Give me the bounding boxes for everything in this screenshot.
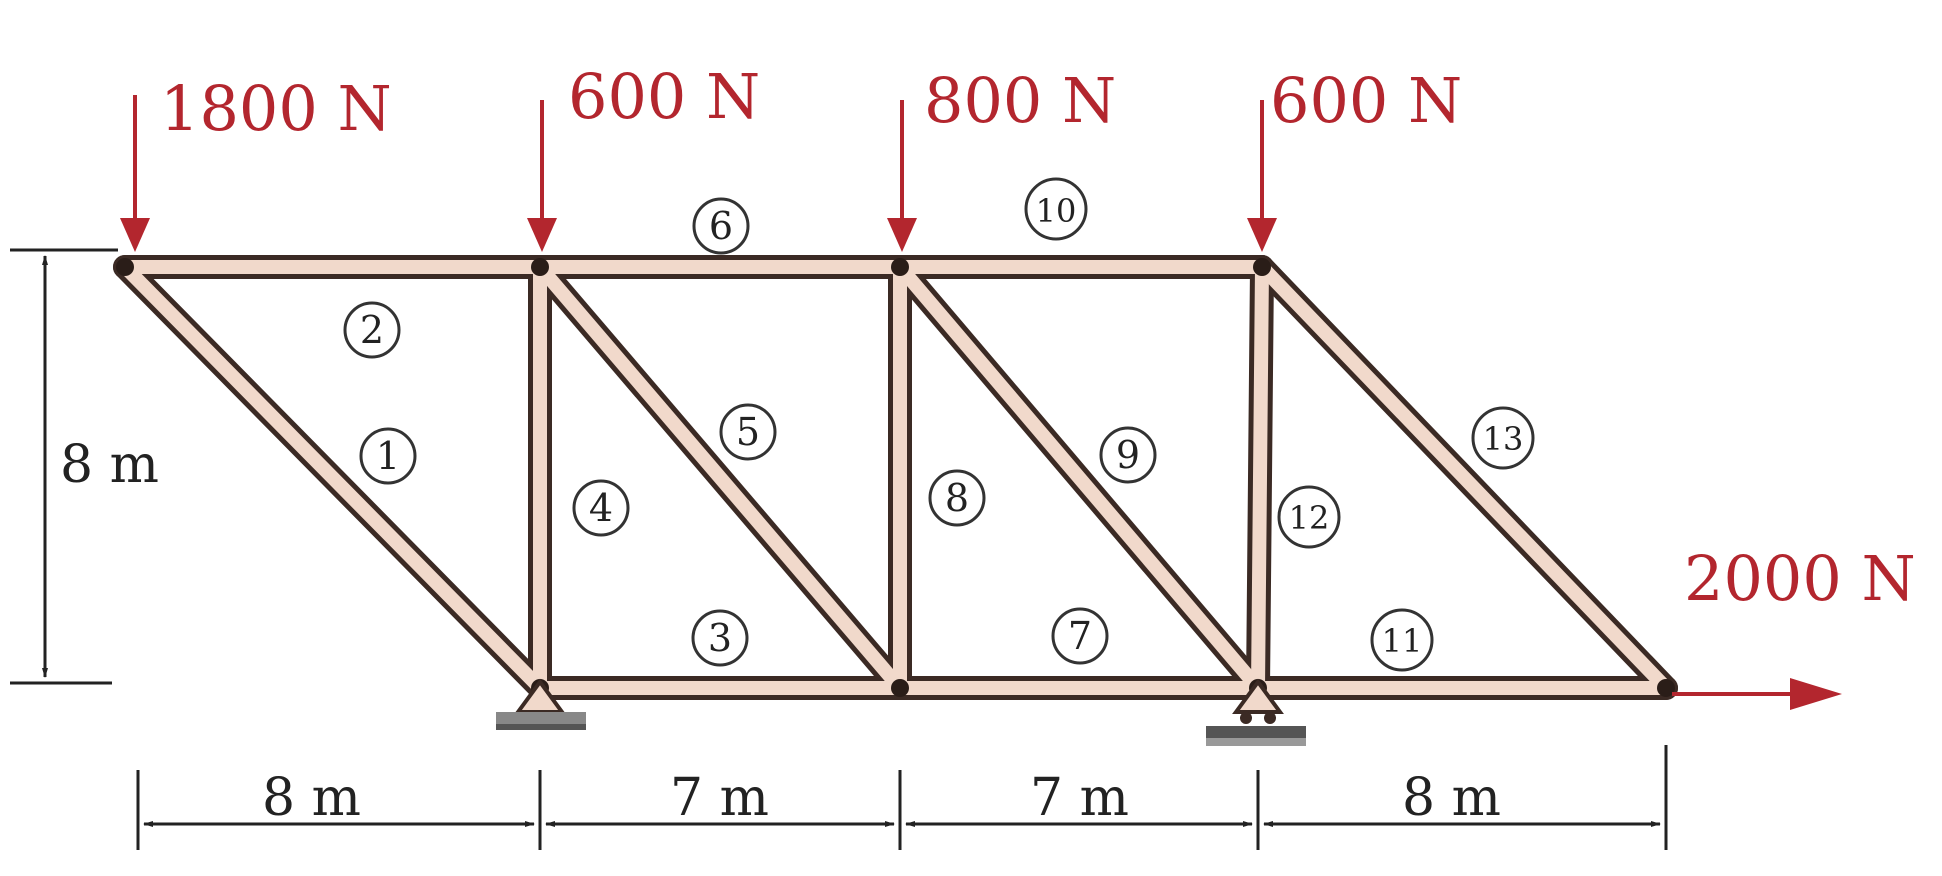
member-label-11: 11 (1370, 608, 1434, 672)
svg-text:13: 13 (1483, 420, 1524, 458)
load-arrows (120, 95, 1842, 710)
svg-text:9: 9 (1116, 433, 1140, 477)
member-label-5: 5 (719, 403, 777, 461)
joint-C (891, 258, 909, 276)
member-label-1: 1 (359, 427, 417, 485)
member-label-8: 8 (928, 469, 986, 527)
load-arrow-2000 (1672, 678, 1842, 710)
pin-support (496, 678, 586, 730)
span-label-bg-3 (1026, 770, 1136, 822)
height-dimension (10, 248, 118, 685)
member-5 (533, 260, 907, 695)
member-label-12: 12 (1277, 485, 1341, 549)
joint-B (531, 258, 549, 276)
member-label-13: 13 (1471, 406, 1535, 470)
span-label-2: 7 m (670, 768, 769, 828)
member-9 (893, 260, 1265, 695)
joints (116, 258, 1675, 697)
load-arrow-600-right (1247, 100, 1277, 252)
joint-A (116, 258, 134, 276)
span-label-bg-1 (255, 770, 375, 822)
member-label-9: 9 (1099, 426, 1157, 484)
svg-text:10: 10 (1036, 192, 1077, 230)
load-arrow-1800 (120, 95, 150, 252)
load-arrow-800 (887, 100, 917, 252)
span-label-4: 8 m (1402, 768, 1501, 828)
member-label-6: 6 (692, 197, 750, 255)
svg-text:3: 3 (708, 616, 732, 660)
member-12 (1251, 260, 1269, 695)
svg-text:8: 8 (945, 476, 969, 520)
svg-text:12: 12 (1289, 499, 1330, 537)
member-1 (118, 260, 547, 695)
load-arrow-600-left (527, 100, 557, 252)
svg-text:6: 6 (709, 204, 733, 248)
member-labels: 1 2 3 4 5 6 7 8 (343, 177, 1535, 672)
height-label-bg (55, 432, 165, 492)
svg-text:7: 7 (1068, 614, 1092, 658)
load-label-600-right: 600 N (1270, 64, 1462, 137)
span-dimensions (136, 745, 1668, 850)
load-label-1800: 1800 N (160, 72, 392, 145)
roller-support (1206, 678, 1306, 746)
span-label-1: 8 m (262, 768, 361, 828)
member-label-3: 3 (691, 609, 749, 667)
member-label-7: 7 (1051, 607, 1109, 665)
svg-text:4: 4 (589, 486, 613, 530)
load-label-600-left: 600 N (568, 60, 760, 133)
svg-text:2: 2 (360, 308, 384, 352)
load-label-2000: 2000 N (1684, 542, 1916, 615)
joint-D (1253, 258, 1271, 276)
height-label: 8 m (60, 435, 159, 495)
member-label-4: 4 (572, 479, 630, 537)
joint-F (891, 679, 909, 697)
span-label-bg-4 (1396, 770, 1516, 822)
load-label-800: 800 N (924, 64, 1116, 137)
joint-H (1657, 679, 1675, 697)
svg-text:1: 1 (376, 434, 400, 478)
member-label-10: 10 (1024, 177, 1088, 241)
span-label-3: 7 m (1030, 768, 1129, 828)
member-13 (1255, 260, 1673, 695)
svg-text:5: 5 (736, 410, 760, 454)
svg-text:11: 11 (1382, 622, 1423, 660)
member-label-2: 2 (343, 301, 401, 359)
span-label-bg-2 (666, 770, 776, 822)
members-fill (118, 260, 1673, 695)
